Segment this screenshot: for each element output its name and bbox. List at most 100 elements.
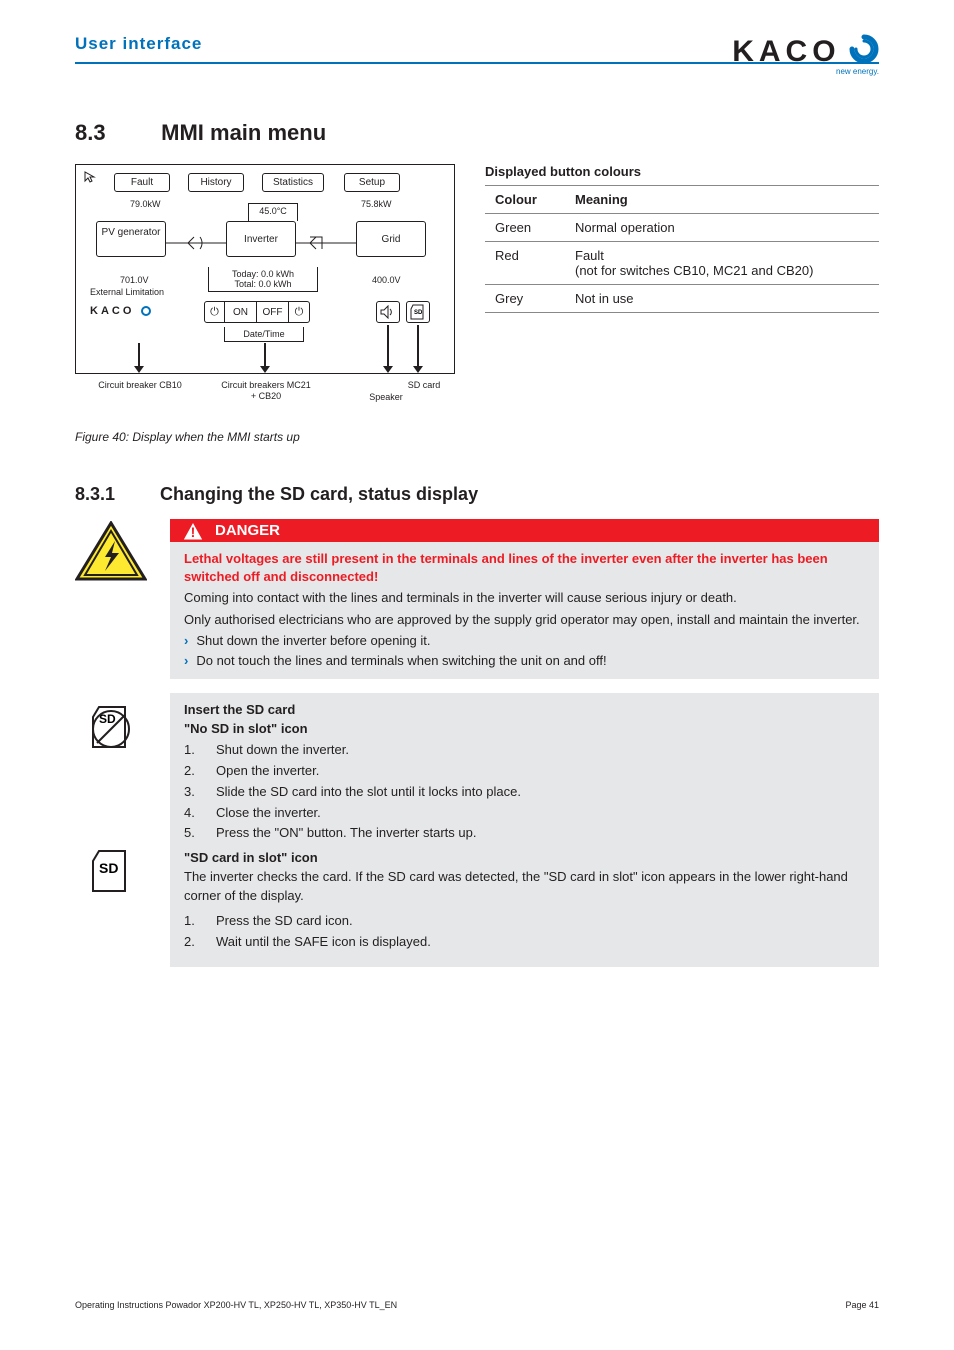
table-row: Red Fault (not for switches CB10, MC21 a… xyxy=(485,242,879,285)
diagram-logo: KACO xyxy=(90,305,152,317)
danger-body: Lethal voltages are still present in the… xyxy=(170,542,879,679)
cell-meaning: Normal operation xyxy=(565,214,879,242)
insert-sd-title: Insert the SD card xyxy=(184,701,865,720)
diagram-logo-swirl-icon xyxy=(140,305,152,317)
cb10-label: Circuit breaker CB10 xyxy=(93,380,187,390)
danger-b2: Do not touch the lines and terminals whe… xyxy=(196,652,606,670)
list-item: 2.Wait until the SAFE icon is displayed. xyxy=(184,933,865,952)
speaker-button[interactable] xyxy=(376,301,400,323)
power-on-icon[interactable]: ⏻ xyxy=(205,302,225,322)
cell-meaning: Not in use xyxy=(565,285,879,313)
danger-header-text: DANGER xyxy=(215,522,280,539)
colour-table-title: Displayed button colours xyxy=(485,164,879,179)
datetime-label: Date/Time xyxy=(224,327,304,342)
inverter-button[interactable]: Inverter xyxy=(226,221,296,257)
no-sd-steps: 1.Shut down the inverter. 2.Open the inv… xyxy=(184,741,865,843)
bullet-icon: › xyxy=(184,632,188,650)
subsection-heading: 8.3.1 Changing the SD card, status displ… xyxy=(75,484,879,505)
table-row: Green Normal operation xyxy=(485,214,879,242)
setup-button[interactable]: Setup xyxy=(344,173,400,192)
danger-header: ! DANGER xyxy=(170,519,879,542)
power-off-icon[interactable]: ⏻ xyxy=(289,302,309,322)
cell-colour: Red xyxy=(485,242,565,285)
sd-icon: SD xyxy=(410,304,426,320)
th-colour: Colour xyxy=(485,186,565,214)
pv-kw-label: 79.0kW xyxy=(130,199,161,209)
table-row: Grey Not in use xyxy=(485,285,879,313)
electrical-hazard-icon xyxy=(75,521,147,581)
subsection-number: 8.3.1 xyxy=(75,484,155,505)
page-footer: Operating Instructions Powador XP200-HV … xyxy=(75,1300,879,1310)
total-label: Total: 0.0 kWh xyxy=(209,279,317,289)
fault-button[interactable]: Fault xyxy=(114,173,170,192)
history-button[interactable]: History xyxy=(188,173,244,192)
cell-meaning: Fault (not for switches CB10, MC21 and C… xyxy=(565,242,879,285)
arrow-cbmid-icon xyxy=(264,343,266,367)
in-slot-steps: 1.Press the SD card icon. 2.Wait until t… xyxy=(184,912,865,952)
link-right-icon xyxy=(296,235,356,255)
svg-text:SD: SD xyxy=(99,860,118,876)
danger-bullet: › Shut down the inverter before opening … xyxy=(184,632,865,650)
colour-table: Colour Meaning Green Normal operation Re… xyxy=(485,185,879,313)
pv-v-label: 701.0V xyxy=(120,275,149,285)
list-item: 5.Press the "ON" button. The inverter st… xyxy=(184,824,865,843)
speaker-label: Speaker xyxy=(361,392,411,402)
pv-generator-button[interactable]: PV generator xyxy=(96,221,166,257)
grid-kw-label: 75.8kW xyxy=(361,199,392,209)
footer-left: Operating Instructions Powador XP200-HV … xyxy=(75,1300,397,1310)
mmi-diagram: Fault History Statistics Setup 79.0kW 75… xyxy=(75,164,455,374)
kwh-box: Today: 0.0 kWh Total: 0.0 kWh xyxy=(208,267,318,292)
arrow-sd-icon xyxy=(417,325,419,367)
page-header: User interface KACO new energy. xyxy=(75,34,879,82)
arrow-speaker-icon xyxy=(387,325,389,367)
today-label: Today: 0.0 kWh xyxy=(209,269,317,279)
arrow-cb10-icon xyxy=(138,343,140,367)
grid-button[interactable]: Grid xyxy=(356,221,426,257)
bullet-icon: › xyxy=(184,652,188,670)
danger-p1: Coming into contact with the lines and t… xyxy=(184,589,865,607)
grid-v-label: 400.0V xyxy=(372,275,401,285)
list-item: 4.Close the inverter. xyxy=(184,804,865,823)
cell-colour: Green xyxy=(485,214,565,242)
logo: KACO new energy. xyxy=(732,34,879,76)
figure-caption: Figure 40: Display when the MMI starts u… xyxy=(75,430,455,444)
cell-colour: Grey xyxy=(485,285,565,313)
svg-text:SD: SD xyxy=(414,310,423,316)
sd-in-slot-icon: SD xyxy=(85,847,137,899)
in-slot-desc: The inverter checks the card. If the SD … xyxy=(184,868,865,906)
sd-block: SD Insert the SD card "No SD in slot" ic… xyxy=(170,693,879,967)
warning-triangle-icon: ! xyxy=(182,521,204,541)
section-heading: 8.3 MMI main menu xyxy=(75,120,879,146)
speaker-icon xyxy=(380,305,396,319)
cursor-icon xyxy=(84,171,96,183)
in-slot-title: "SD card in slot" icon xyxy=(184,849,865,868)
header-section-title: User interface xyxy=(75,34,202,54)
sd-button[interactable]: SD xyxy=(406,301,430,323)
list-item: 3.Slide the SD card into the slot until … xyxy=(184,783,865,802)
no-sd-title: "No SD in slot" icon xyxy=(184,720,865,739)
danger-p2: Only authorised electricians who are app… xyxy=(184,611,865,629)
th-meaning: Meaning xyxy=(565,186,879,214)
on-button[interactable]: ON xyxy=(225,302,257,322)
list-item: 1.Shut down the inverter. xyxy=(184,741,865,760)
off-button[interactable]: OFF xyxy=(257,302,289,322)
danger-b1: Shut down the inverter before opening it… xyxy=(196,632,430,650)
section-number: 8.3 xyxy=(75,120,155,146)
header-rule xyxy=(75,62,879,64)
no-sd-icon: SD xyxy=(85,703,137,755)
svg-text:!: ! xyxy=(191,524,196,540)
list-item: 2.Open the inverter. xyxy=(184,762,865,781)
danger-bullet: › Do not touch the lines and terminals w… xyxy=(184,652,865,670)
ext-lim-label: External Limitation xyxy=(90,287,164,297)
danger-bold-text: Lethal voltages are still present in the… xyxy=(184,550,865,585)
footer-right: Page 41 xyxy=(845,1300,879,1310)
mmi-diagram-wrapper: Fault History Statistics Setup 79.0kW 75… xyxy=(75,164,455,444)
sd-label: SD card xyxy=(399,380,449,390)
on-off-group: ⏻ ON OFF ⏻ xyxy=(204,301,310,323)
statistics-button[interactable]: Statistics xyxy=(262,173,324,192)
link-left-icon xyxy=(166,235,226,255)
danger-block: ! DANGER Lethal voltages are still prese… xyxy=(170,519,879,679)
cbmid-label: Circuit breakers MC21 + CB20 xyxy=(221,380,311,402)
list-item: 1.Press the SD card icon. xyxy=(184,912,865,931)
temp-label: 45.0°C xyxy=(248,203,298,221)
